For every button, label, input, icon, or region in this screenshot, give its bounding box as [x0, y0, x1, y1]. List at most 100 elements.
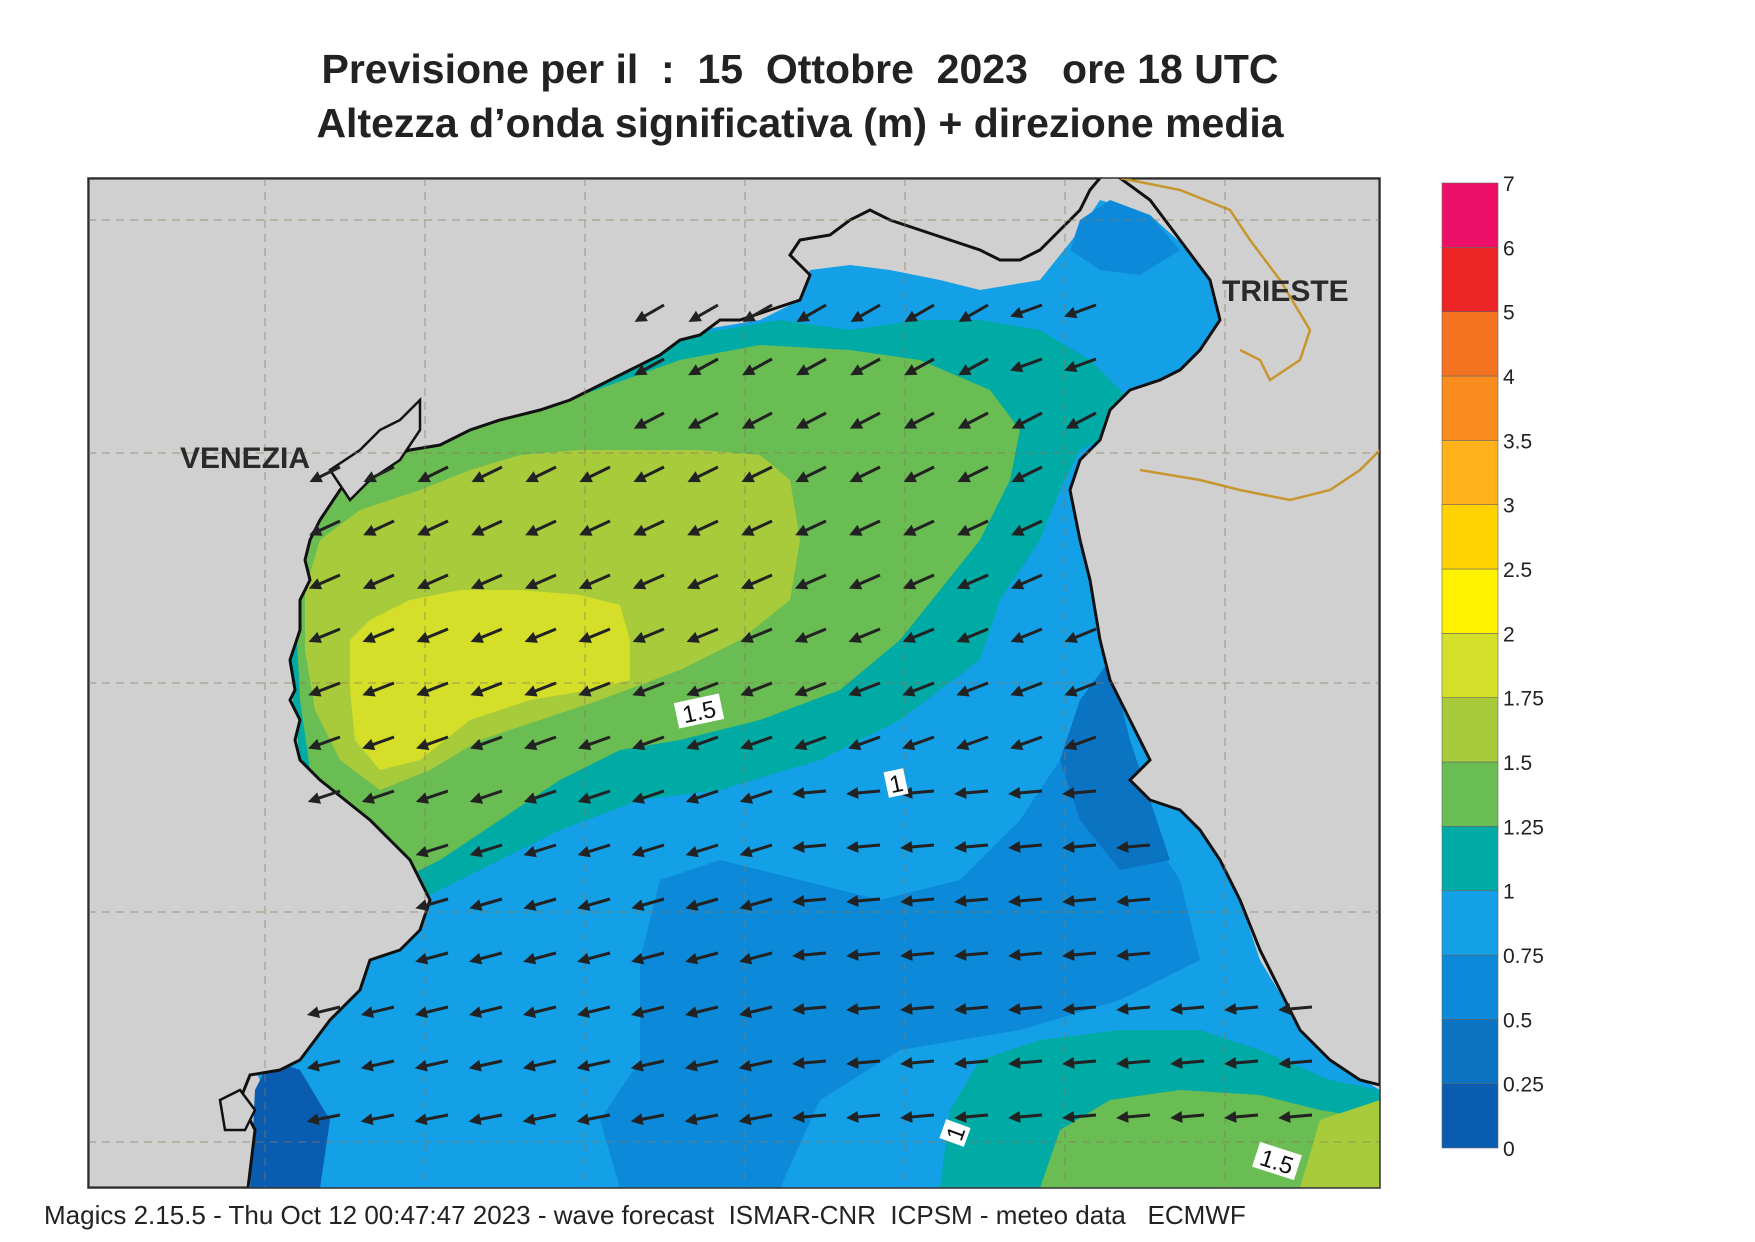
title-line-1: Previsione per il : 15 Ottobre 2023 ore …	[321, 46, 1279, 92]
wave-arrow-head	[792, 1110, 805, 1123]
wave-arrow-head	[523, 952, 537, 965]
wave-arrow-head	[686, 631, 700, 643]
wave-arrow-head	[416, 738, 430, 751]
wave-arrow-head	[1278, 1002, 1291, 1015]
wave-arrow-head	[688, 310, 702, 322]
color-scale-band	[1441, 247, 1499, 312]
wave-arrow-head	[633, 471, 647, 483]
wave-arrow-head	[417, 524, 431, 536]
wave-arrow-head	[523, 899, 537, 911]
wave-arrow-head	[631, 952, 645, 965]
wave-arrow-head	[309, 524, 323, 536]
wave-arrow-head	[1116, 1002, 1129, 1015]
wave-arrow-head	[1008, 894, 1021, 907]
wave-arrow-head	[1010, 685, 1024, 697]
wave-arrow-head	[1170, 1056, 1183, 1069]
wave-arrow-head	[416, 631, 430, 643]
wave-arrow-head	[469, 792, 484, 804]
wave-arrow-head	[1116, 948, 1129, 961]
wave-arrow-head	[954, 1110, 967, 1123]
wave-arrow-head	[1065, 417, 1080, 429]
wave-arrow-head	[687, 524, 701, 536]
wave-arrow-head	[795, 471, 809, 483]
wave-arrow-head	[900, 1056, 913, 1069]
wave-arrow-head	[468, 1006, 483, 1018]
wave-arrow-head	[904, 364, 918, 376]
contour-label-1-south: 1	[939, 1119, 971, 1147]
wave-arrow-head	[685, 845, 699, 858]
wave-arrow-head	[1008, 786, 1021, 799]
map-frame	[87, 177, 1381, 1189]
wave-arrow-head	[362, 685, 376, 697]
wave-arrow-head	[362, 738, 376, 751]
color-scale-band	[1441, 311, 1499, 377]
graticule	[88, 178, 1380, 1188]
sea-zone-0.25-0.5-right	[1060, 660, 1170, 870]
wave-arrow-head	[469, 845, 483, 858]
wave-arrow-head	[631, 899, 645, 911]
wave-arrow-head	[577, 792, 592, 804]
wave-arrow-head	[954, 1056, 967, 1069]
wave-arrow-head	[1062, 1110, 1075, 1123]
wave-arrow-head	[956, 685, 970, 697]
wave-arrow-head	[794, 578, 809, 590]
wave-arrow-head	[795, 524, 809, 536]
wave-arrow-head	[363, 471, 377, 483]
wave-arrow-head	[631, 845, 645, 858]
wave-arrow-head	[904, 310, 918, 322]
wave-arrow-head	[362, 578, 377, 590]
wave-arrow-head	[579, 524, 593, 536]
wave-arrow-head	[741, 524, 755, 536]
wave-arrow-head	[1062, 1056, 1075, 1069]
color-scale-label: 1.5	[1503, 752, 1532, 775]
wave-arrow-head	[523, 845, 537, 858]
wave-arrow-head	[362, 631, 376, 643]
color-scale-band	[1441, 826, 1499, 891]
color-scale-label: 7	[1503, 173, 1515, 196]
lagoon-islands	[328, 396, 422, 502]
wave-arrow-head	[848, 685, 862, 697]
color-scale-band	[1441, 954, 1499, 1020]
wave-arrow-head	[1064, 306, 1078, 319]
wave-arrow-head	[1062, 894, 1075, 907]
wave-arrow-head	[1116, 1110, 1129, 1123]
wave-arrow-head	[360, 1113, 374, 1126]
wave-arrow-head	[849, 524, 863, 536]
wave-arrow-head	[470, 631, 484, 643]
wave-arrow-head	[633, 417, 648, 429]
wave-arrow-head	[684, 1059, 698, 1072]
wave-arrow-head	[470, 685, 484, 697]
wave-arrow-head	[792, 894, 805, 907]
wave-arrow-head	[1010, 306, 1024, 319]
wave-arrow-head	[416, 685, 430, 697]
wave-arrow-head	[954, 948, 967, 961]
color-scale-label: 1.75	[1503, 688, 1544, 711]
color-scale-label: 5	[1503, 302, 1515, 325]
wave-arrow-head	[685, 792, 700, 804]
wave-arrow-head	[1062, 786, 1075, 799]
wave-arrow-head	[307, 792, 322, 804]
color-scale-band	[1441, 633, 1499, 698]
wave-arrow-head	[632, 685, 646, 697]
wave-arrow-head	[954, 786, 967, 799]
wave-arrow-head	[308, 685, 322, 697]
wave-arrow-head	[306, 1006, 321, 1018]
wave-arrow-head	[417, 471, 431, 483]
contour-label-1-center: 1	[883, 768, 909, 799]
wave-arrow-head	[306, 1113, 320, 1126]
wave-arrow-head	[740, 578, 755, 590]
wave-arrow-head	[792, 1056, 805, 1069]
wave-arrow-head	[525, 524, 539, 536]
color-scale-band	[1441, 697, 1499, 763]
wave-arrow-head	[1008, 840, 1021, 853]
wave-arrow-head	[1062, 840, 1075, 853]
wave-arrow-head	[740, 738, 754, 751]
wave-arrow-head	[903, 417, 918, 429]
wave-arrow-head	[792, 786, 805, 799]
wave-arrow-head	[796, 364, 810, 376]
wave-arrow-head	[957, 471, 971, 483]
wave-arrow-head	[360, 1006, 375, 1018]
wave-arrow-head	[848, 631, 862, 643]
wave-arrow-head	[956, 631, 970, 643]
